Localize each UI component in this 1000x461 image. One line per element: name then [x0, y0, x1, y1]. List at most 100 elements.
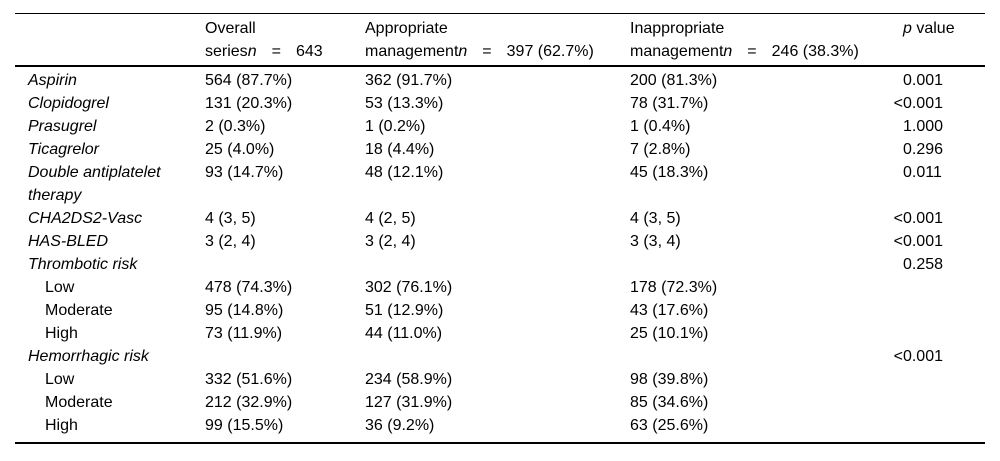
header-cell-appropriate: Appropriate managementn = 397 (62.7%) — [365, 14, 630, 67]
cell-inappropriate: 25 (10.1%) — [630, 325, 709, 342]
row-label: High — [45, 417, 78, 434]
row-label: Double antiplatelet therapy — [28, 164, 161, 204]
row-label: Low — [45, 371, 75, 388]
row-label: HAS-BLED — [28, 233, 109, 250]
cell-overall: 3 (2, 4) — [205, 233, 256, 250]
header-cell-pvalue: p value — [903, 20, 955, 37]
table-row-thrombotic-high: High 73 (11.9%) 44 (11.0%) 25 (10.1%) — [15, 322, 985, 345]
table-row-clopidogrel: Clopidogrel 131 (20.3%) 53 (13.3%) 78 (3… — [15, 92, 985, 115]
cell-overall: 131 (20.3%) — [205, 95, 293, 112]
table-row-hemorrhagic-high: High 99 (15.5%) 36 (9.2%) 63 (25.6%) — [15, 414, 985, 443]
cell-overall: 25 (4.0%) — [205, 141, 275, 158]
cell-pvalue: 0.258 — [903, 256, 944, 273]
cell-inappropriate: 43 (17.6%) — [630, 302, 709, 319]
row-label: Thrombotic risk — [28, 256, 138, 273]
cell-pvalue — [903, 391, 985, 414]
header-appropriate-line1: Appropriate — [365, 20, 448, 37]
header-overall-line2: seriesn = 643 — [205, 43, 323, 60]
cell-inappropriate: 200 (81.3%) — [630, 72, 718, 89]
cell-overall: 564 (87.7%) — [205, 72, 293, 89]
cell-overall: 4 (3, 5) — [205, 210, 256, 227]
header-row: Overall seriesn = 643 Appropriate manage… — [15, 14, 985, 67]
cell-pvalue — [903, 276, 985, 299]
table-row-cha2ds2-vasc: CHA2DS2-Vasc 4 (3, 5) 4 (2, 5) 4 (3, 5) … — [15, 207, 985, 230]
cell-appropriate: 3 (2, 4) — [365, 233, 416, 250]
row-label: Aspirin — [28, 72, 77, 89]
cell-pvalue: 0.296 — [903, 141, 944, 158]
cell-inappropriate: 1 (0.4%) — [630, 118, 691, 135]
row-label: Moderate — [45, 302, 113, 319]
cell-appropriate: 53 (13.3%) — [365, 95, 444, 112]
cell-overall: 95 (14.8%) — [205, 302, 284, 319]
header-appropriate-line2: managementn = 397 (62.7%) — [365, 43, 594, 60]
cell-appropriate: 44 (11.0%) — [365, 325, 443, 342]
row-label: Hemorrhagic risk — [28, 348, 149, 365]
cell-appropriate: 1 (0.2%) — [365, 118, 426, 135]
cell-appropriate: 18 (4.4%) — [365, 141, 435, 158]
table-row-aspirin: Aspirin 564 (87.7%) 362 (91.7%) 200 (81.… — [15, 66, 985, 92]
cell-pvalue: <0.001 — [893, 95, 943, 112]
cell-appropriate: 51 (12.9%) — [365, 302, 444, 319]
cell-overall — [205, 345, 365, 368]
cell-pvalue: <0.001 — [893, 210, 943, 227]
table-row-thrombotic-low: Low 478 (74.3%) 302 (76.1%) 178 (72.3%) — [15, 276, 985, 299]
row-label: Moderate — [45, 394, 113, 411]
cell-inappropriate: 78 (31.7%) — [630, 95, 709, 112]
table-row-thrombotic-moderate: Moderate 95 (14.8%) 51 (12.9%) 43 (17.6%… — [15, 299, 985, 322]
cell-overall: 332 (51.6%) — [205, 371, 293, 388]
cell-appropriate: 234 (58.9%) — [365, 371, 453, 388]
cell-inappropriate — [630, 345, 903, 368]
cell-pvalue: <0.001 — [893, 348, 943, 365]
table-row-prasugrel: Prasugrel 2 (0.3%) 1 (0.2%) 1 (0.4%) 1.0… — [15, 115, 985, 138]
header-inappropriate-line2: managementn = 246 (38.3%) — [630, 43, 859, 60]
cell-inappropriate — [630, 253, 903, 276]
cell-overall: 73 (11.9%) — [205, 325, 283, 342]
cell-appropriate — [365, 253, 630, 276]
cell-appropriate: 127 (31.9%) — [365, 394, 453, 411]
cell-pvalue: 0.011 — [903, 164, 942, 181]
cell-appropriate — [365, 345, 630, 368]
row-label: High — [45, 325, 78, 342]
cell-inappropriate: 98 (39.8%) — [630, 371, 709, 388]
table-row-has-bled: HAS-BLED 3 (2, 4) 3 (2, 4) 3 (3, 4) <0.0… — [15, 230, 985, 253]
table-header: Overall seriesn = 643 Appropriate manage… — [15, 14, 985, 67]
table-row-ticagrelor: Ticagrelor 25 (4.0%) 18 (4.4%) 7 (2.8%) … — [15, 138, 985, 161]
cell-overall: 212 (32.9%) — [205, 394, 293, 411]
row-label: Low — [45, 279, 75, 296]
cell-inappropriate: 45 (18.3%) — [630, 164, 709, 181]
table-row-thrombotic-risk: Thrombotic risk 0.258 — [15, 253, 985, 276]
cell-appropriate: 36 (9.2%) — [365, 417, 435, 434]
cell-overall — [205, 253, 365, 276]
cell-inappropriate: 7 (2.8%) — [630, 141, 691, 158]
table-body: Aspirin 564 (87.7%) 362 (91.7%) 200 (81.… — [15, 66, 985, 443]
header-cell-empty — [15, 14, 205, 67]
cell-overall: 2 (0.3%) — [205, 118, 266, 135]
cell-pvalue: 0.001 — [903, 72, 944, 89]
cell-pvalue: <0.001 — [893, 233, 943, 250]
row-label: Prasugrel — [28, 118, 97, 135]
table-row-hemorrhagic-moderate: Moderate 212 (32.9%) 127 (31.9%) 85 (34.… — [15, 391, 985, 414]
cell-pvalue: 1.000 — [903, 118, 944, 135]
cell-appropriate: 362 (91.7%) — [365, 72, 453, 89]
header-inappropriate-line1: Inappropriate — [630, 20, 725, 37]
cell-appropriate: 48 (12.1%) — [365, 164, 444, 181]
cell-inappropriate: 178 (72.3%) — [630, 279, 718, 296]
row-label: CHA2DS2-Vasc — [28, 210, 143, 227]
cell-inappropriate: 3 (3, 4) — [630, 233, 681, 250]
cell-inappropriate: 4 (3, 5) — [630, 210, 681, 227]
cell-appropriate: 302 (76.1%) — [365, 279, 453, 296]
cell-overall: 93 (14.7%) — [205, 164, 284, 181]
cell-overall: 478 (74.3%) — [205, 279, 293, 296]
clinical-outcomes-table: Overall seriesn = 643 Appropriate manage… — [15, 13, 985, 444]
cell-pvalue — [903, 299, 985, 322]
cell-inappropriate: 63 (25.6%) — [630, 417, 709, 434]
cell-pvalue — [903, 368, 985, 391]
header-overall-line1: Overall — [205, 20, 256, 37]
table-row-hemorrhagic-risk: Hemorrhagic risk <0.001 — [15, 345, 985, 368]
header-cell-inappropriate: Inappropriate managementn = 246 (38.3%) — [630, 14, 903, 67]
cell-pvalue — [903, 322, 985, 345]
table-row-hemorrhagic-low: Low 332 (51.6%) 234 (58.9%) 98 (39.8%) — [15, 368, 985, 391]
cell-appropriate: 4 (2, 5) — [365, 210, 416, 227]
cell-pvalue — [903, 414, 985, 443]
